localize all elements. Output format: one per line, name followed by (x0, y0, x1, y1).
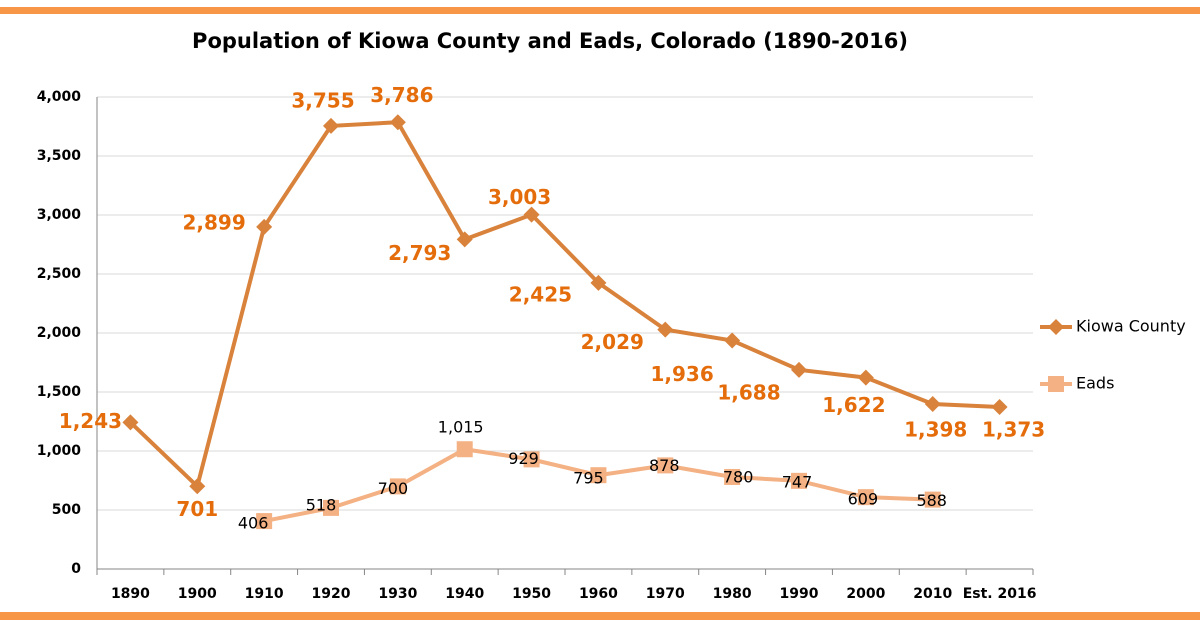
legend-marker (1048, 319, 1064, 335)
y-tick-label: 0 (71, 561, 81, 577)
data-label: 700 (378, 479, 409, 498)
x-tick-label: 1890 (111, 586, 150, 602)
marker (590, 467, 607, 484)
data-label: 1,688 (717, 380, 780, 404)
data-label: 929 (508, 449, 539, 468)
marker (924, 491, 941, 508)
legend-marker (1048, 376, 1064, 392)
x-tick-label: 1980 (713, 586, 752, 602)
marker (256, 513, 273, 530)
data-label: 747 (782, 472, 813, 491)
y-tick-label: 3,000 (37, 207, 82, 223)
top-bar (0, 7, 1200, 14)
marker (189, 478, 206, 495)
y-tick-label: 3,500 (37, 148, 82, 164)
x-tick-label: 1910 (245, 586, 284, 602)
marker (456, 231, 473, 248)
marker (791, 472, 807, 489)
data-label: 609 (848, 490, 879, 509)
x-tick-label: 1930 (378, 586, 417, 602)
data-label: 3,003 (488, 185, 551, 209)
data-label: 406 (238, 514, 269, 533)
marker (857, 369, 874, 386)
marker (724, 332, 741, 349)
marker (389, 478, 406, 495)
data-label: 588 (916, 491, 947, 510)
data-label: 701 (176, 497, 218, 521)
marker (590, 274, 607, 291)
data-label: 1,398 (904, 418, 967, 442)
marker (389, 114, 406, 131)
data-label: 780 (723, 467, 754, 486)
marker (523, 451, 540, 468)
data-label: 795 (573, 469, 604, 488)
marker (657, 457, 674, 474)
marker (657, 321, 674, 338)
data-label: 518 (306, 495, 337, 514)
y-tick-label: 1,500 (37, 384, 82, 400)
marker (523, 206, 540, 223)
marker (991, 398, 1008, 415)
x-tick-label: 1950 (512, 586, 551, 602)
y-tick-label: 2,500 (37, 266, 82, 282)
marker (791, 361, 807, 378)
marker (924, 396, 941, 413)
x-tick-label: 1920 (312, 586, 351, 602)
marker (724, 468, 741, 485)
x-tick-label: 2000 (846, 586, 885, 602)
data-label: 1,373 (982, 417, 1045, 441)
data-label: 3,755 (291, 88, 354, 112)
x-tick-label: 1970 (646, 586, 685, 602)
x-tick-label: 2010 (913, 586, 952, 602)
series-line (129, 120, 1000, 491)
y-tick-label: 1,000 (37, 443, 82, 459)
chart-title: Population of Kiowa County and Eads, Col… (192, 29, 908, 53)
x-tick-label: 1990 (780, 586, 819, 602)
marker (122, 414, 139, 431)
data-label: 1,622 (822, 393, 885, 417)
data-label: 1,015 (438, 418, 484, 437)
data-label: 2,793 (388, 241, 451, 265)
marker (456, 441, 473, 458)
y-tick-label: 4,000 (37, 89, 82, 105)
marker (256, 218, 273, 235)
legend-label: Eads (1076, 374, 1114, 393)
marker (323, 499, 339, 516)
x-tick-label: Est. 2016 (963, 586, 1037, 602)
data-label: 2,425 (509, 282, 572, 306)
data-label: 2,899 (183, 210, 246, 234)
y-tick-label: 500 (52, 502, 81, 518)
data-label: 878 (649, 456, 680, 475)
x-tick-label: 1960 (579, 586, 618, 602)
marker (857, 489, 874, 506)
marker (323, 117, 339, 134)
data-label: 3,786 (370, 83, 433, 107)
y-tick-label: 2,000 (37, 325, 82, 341)
x-tick-label: 1940 (445, 586, 484, 602)
data-label: 1,936 (651, 362, 714, 386)
x-tick-label: 1900 (178, 586, 217, 602)
data-label: 1,243 (59, 409, 122, 433)
data-label: 2,029 (581, 330, 644, 354)
legend-label: Kiowa County (1076, 317, 1186, 336)
bottom-bar (0, 612, 1200, 620)
